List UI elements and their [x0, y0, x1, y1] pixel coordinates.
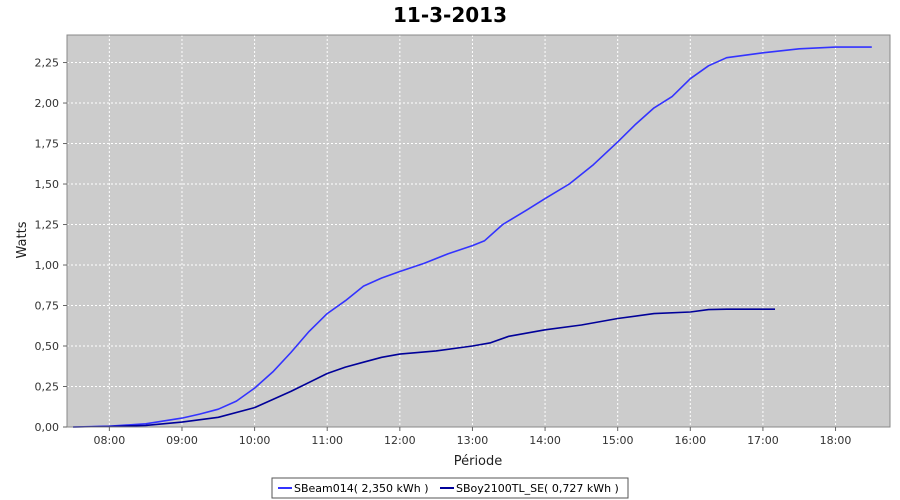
legend: SBeam014( 2,350 kWh ) SBoy2100TL_SE( 0,72…: [271, 477, 629, 499]
x-tick-label: 17:00: [747, 434, 779, 447]
x-tick-label: 13:00: [457, 434, 489, 447]
x-axis-label: Période: [454, 454, 503, 469]
series-layer: [73, 46, 872, 428]
axes: 08:00 09:00 10:00 11:00 12:00 13:00 14:00 15:00…: [35, 57, 852, 447]
legend-label-2: SBoy2100TL_SE( 0,727 kWh ): [456, 482, 619, 495]
y-tick-label: 2,25: [35, 57, 60, 70]
series-line-1: [73, 46, 872, 428]
plot-area: [67, 35, 890, 427]
plot-frame: [66, 34, 891, 428]
y-axis-label: Watts: [15, 221, 30, 258]
y-tick-label: 1,75: [35, 138, 60, 151]
legend-label-1: SBeam014( 2,350 kWh ): [294, 482, 429, 495]
x-tick-label: 14:00: [529, 434, 561, 447]
x-tick-label: 12:00: [384, 434, 416, 447]
x-tick-label: 10:00: [239, 434, 271, 447]
series-line-2: [73, 308, 775, 428]
x-tick-label: 09:00: [166, 434, 198, 447]
grid: [67, 35, 890, 427]
y-tick-label: 0,00: [35, 421, 60, 434]
y-tick-label: 0,25: [35, 381, 60, 394]
y-tick-label: 0,75: [35, 300, 60, 313]
x-tick-label: 15:00: [602, 434, 634, 447]
x-tick-label: 08:00: [94, 434, 126, 447]
y-tick-label: 1,00: [35, 259, 60, 272]
x-tick-label: 16:00: [674, 434, 706, 447]
y-tick-label: 2,00: [35, 97, 60, 110]
y-tick-label: 1,50: [35, 178, 60, 191]
x-tick-label: 11:00: [311, 434, 343, 447]
chart-title: 11-3-2013: [393, 3, 507, 27]
x-tick-label: 18:00: [820, 434, 852, 447]
y-tick-label: 0,50: [35, 340, 60, 353]
y-tick-label: 1,25: [35, 219, 60, 232]
